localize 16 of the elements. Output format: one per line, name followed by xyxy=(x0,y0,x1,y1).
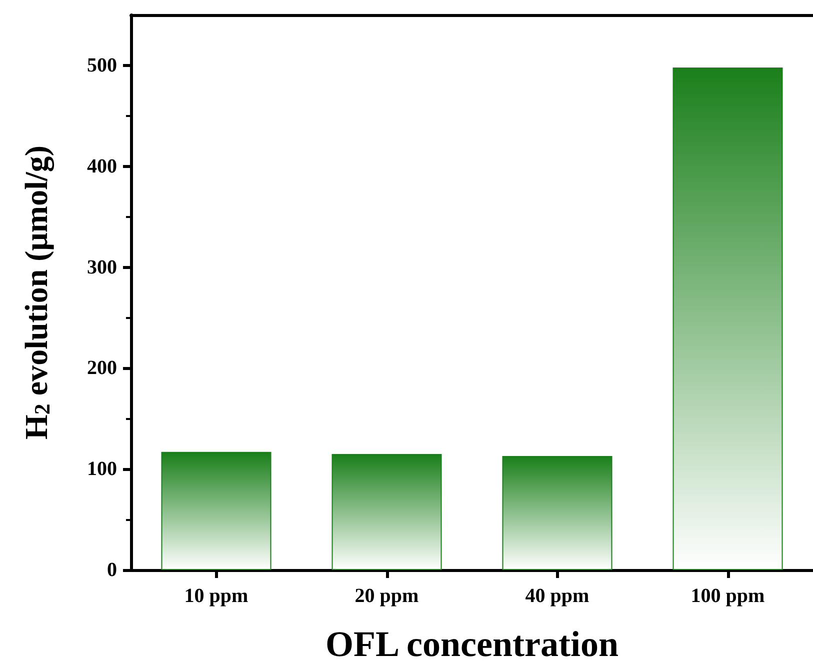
x-axis-title: OFL concentration xyxy=(326,624,618,664)
x-tick-label: 20 ppm xyxy=(354,585,420,607)
bar xyxy=(502,456,612,570)
bar xyxy=(161,452,272,570)
y-tick-label: 400 xyxy=(87,155,117,178)
x-tick-label: 10 ppm xyxy=(184,585,249,607)
bar xyxy=(672,67,783,570)
y-axis-title: H2 evolution (μmol/g) xyxy=(18,145,55,440)
y-tick-label: 200 xyxy=(87,357,117,380)
bar xyxy=(332,454,442,570)
y-tick-label: 500 xyxy=(87,54,117,76)
x-tick-label: 40 ppm xyxy=(525,585,590,607)
y-tick-label: 100 xyxy=(87,458,117,480)
x-tick-label: 100 ppm xyxy=(690,585,766,607)
y-tick-label: 300 xyxy=(87,256,117,278)
y-tick-label: 0 xyxy=(107,559,117,581)
